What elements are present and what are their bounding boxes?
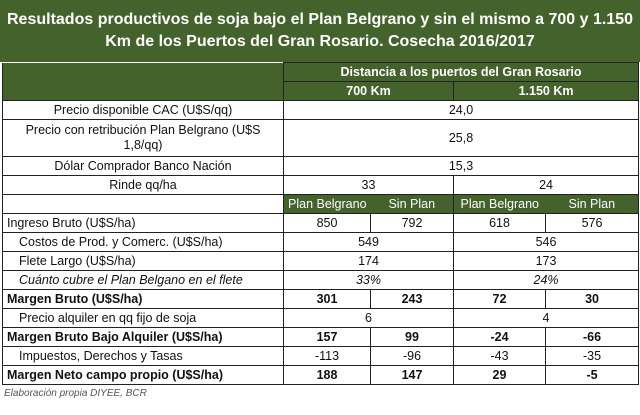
header-empty — [2, 62, 284, 101]
value-cell: 30 — [544, 289, 640, 309]
row-label: Cuánto cubre el Plan Belgano en el flete — [2, 270, 284, 290]
row-label: Precio alquiler en qq fijo de soja — [2, 308, 284, 328]
merged-value-cell: 24% — [452, 270, 640, 290]
rinde-700: 33 — [283, 175, 454, 195]
merged-value-cell: 4 — [452, 308, 640, 328]
param-value: 24,0 — [282, 100, 640, 120]
merged-value-cell: 549 — [283, 232, 454, 252]
header-sin-700: Sin Plan — [370, 194, 454, 214]
row-label: Precio disponible CAC (U$S/qq) — [2, 100, 284, 120]
header-700km: 700 Km — [283, 81, 454, 101]
param-value: 25,8 — [282, 119, 640, 157]
value-cell: 301 — [283, 289, 371, 309]
row-label: Dólar Comprador Banco Nación — [2, 156, 284, 176]
row-label: Margen Neto campo propio (U$S/ha) — [2, 365, 284, 385]
value-cell: -5 — [544, 365, 640, 385]
table-row: Margen Bruto (U$S/ha) 301 243 72 30 — [2, 289, 640, 309]
row-label: Ingreso Bruto (U$S/ha) — [2, 213, 284, 233]
merged-value-cell: 173 — [452, 251, 640, 271]
value-cell: -113 — [283, 346, 371, 366]
value-cell: 147 — [370, 365, 454, 385]
row-label: Flete Largo (U$S/ha) — [2, 251, 284, 271]
source-note: Elaboración propia DIYEE, BCR — [4, 388, 147, 399]
row-label: Margen Bruto (U$S/ha) — [2, 289, 284, 309]
value-cell: -43 — [453, 346, 546, 366]
table-row: Cuánto cubre el Plan Belgano en el flete… — [2, 270, 640, 290]
value-cell: -96 — [370, 346, 454, 366]
merged-value-cell: 6 — [283, 308, 454, 328]
value-cell: 576 — [544, 213, 640, 233]
table-row: Flete Largo (U$S/ha) 174 173 — [2, 251, 640, 271]
value-cell: 243 — [370, 289, 454, 309]
param-row: Precio disponible CAC (U$S/qq) 24,0 — [2, 100, 640, 120]
header-plan-700: Plan Belgrano — [283, 194, 371, 214]
table-row: Costos de Prod. y Comerc. (U$S/ha) 549 546 — [2, 232, 640, 252]
table-row: Ingreso Bruto (U$S/ha) 850 792 618 576 — [2, 213, 640, 233]
header-1150km: 1.150 Km — [452, 81, 640, 101]
value-cell: 188 — [283, 365, 371, 385]
value-cell: 157 — [283, 327, 371, 347]
rinde-row: Rinde qq/ha 33 24 — [2, 175, 640, 195]
param-row: Precio con retribución Plan Belgrano (U$… — [2, 119, 640, 157]
row-label: Margen Bruto Bajo Alquiler (U$S/ha) — [2, 327, 284, 347]
param-value: 15,3 — [282, 156, 640, 176]
row-label: Precio con retribución Plan Belgrano (U$… — [2, 119, 284, 157]
value-cell: 618 — [453, 213, 546, 233]
results-table: Distancia a los puertos del Gran Rosario… — [2, 62, 640, 385]
row-label: Rinde qq/ha — [2, 175, 284, 195]
row-label: Costos de Prod. y Comerc. (U$S/ha) — [2, 232, 284, 252]
value-cell: 29 — [453, 365, 546, 385]
value-cell: 850 — [283, 213, 371, 233]
header-empty — [2, 194, 284, 214]
value-cell: 792 — [370, 213, 454, 233]
value-cell: -35 — [544, 346, 640, 366]
table-row: Precio alquiler en qq fijo de soja 6 4 — [2, 308, 640, 328]
merged-value-cell: 33% — [283, 270, 454, 290]
value-cell: -66 — [544, 327, 640, 347]
row-label: Impuestos, Derechos y Tasas — [2, 346, 284, 366]
header-plan-1150: Plan Belgrano — [453, 194, 546, 214]
table-title: Resultados productivos de soja bajo el P… — [0, 0, 640, 62]
value-cell: 72 — [453, 289, 546, 309]
distance-header: Distancia a los puertos del Gran Rosario — [282, 62, 640, 82]
header-sin-1150: Sin Plan — [545, 194, 640, 214]
table-row: Impuestos, Derechos y Tasas -113 -96 -43 -35 — [2, 346, 640, 366]
merged-value-cell: 174 — [283, 251, 454, 271]
rinde-1150: 24 — [452, 175, 640, 195]
value-cell: 99 — [370, 327, 454, 347]
value-cell: -24 — [453, 327, 546, 347]
param-row: Dólar Comprador Banco Nación 15,3 — [2, 156, 640, 176]
merged-value-cell: 546 — [452, 232, 640, 252]
table-row: Margen Bruto Bajo Alquiler (U$S/ha) 157 99… — [2, 327, 640, 347]
table-row: Margen Neto campo propio (U$S/ha) 188 147 2… — [2, 365, 640, 385]
